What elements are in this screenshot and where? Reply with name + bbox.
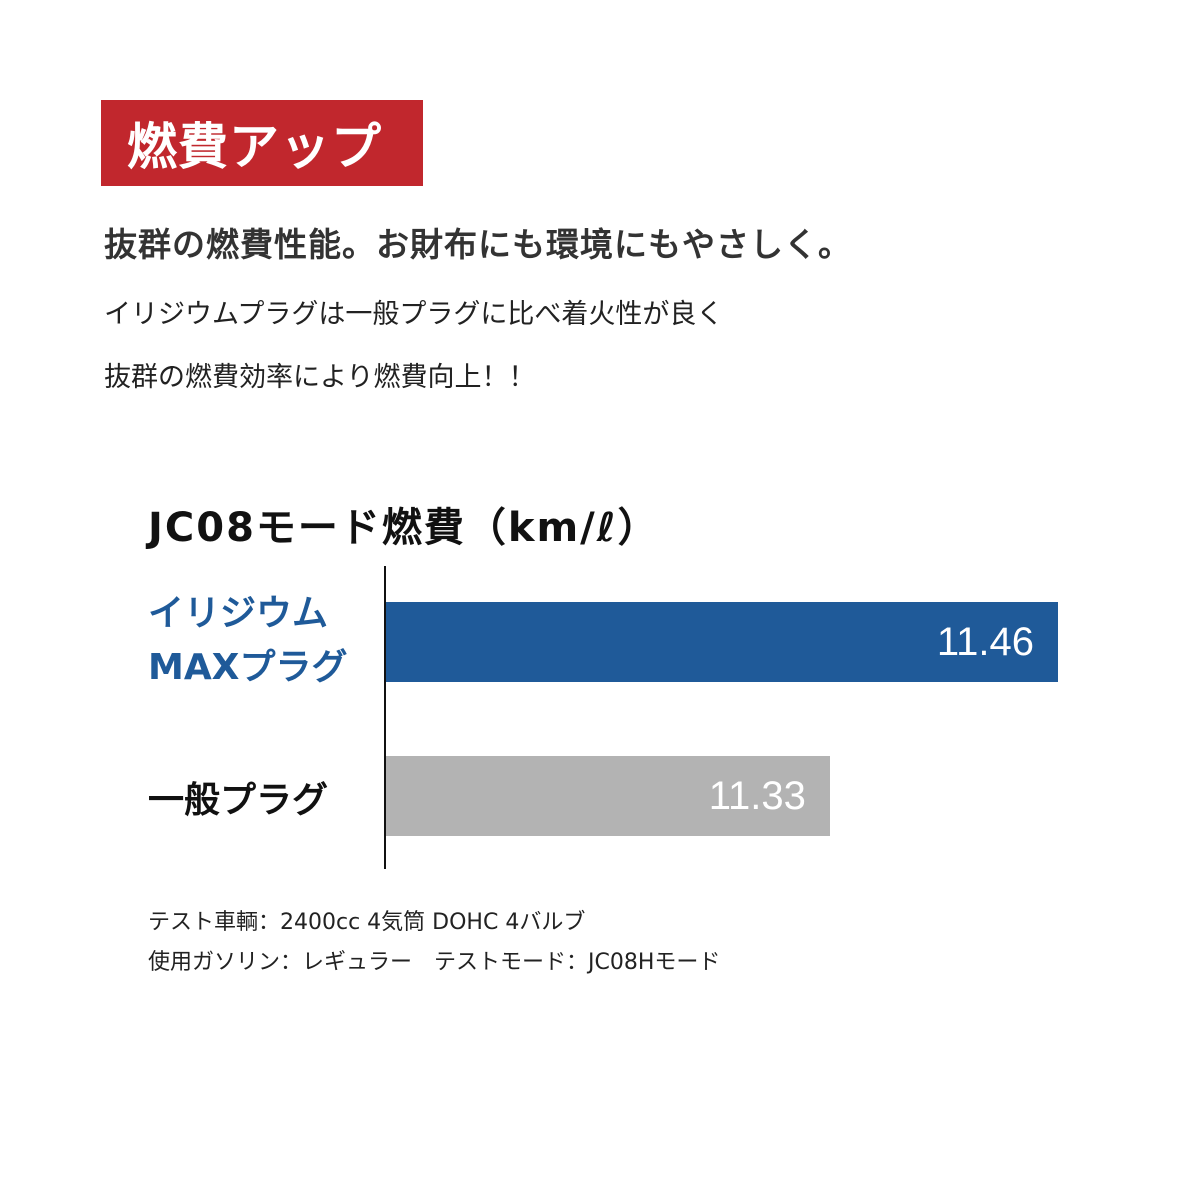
section-badge: 燃費アップ [101,100,423,186]
bar-iridium: 11.46 [386,602,1058,682]
chart-axis [384,566,386,869]
chart-title: JC08モード燃費（km/ℓ） [148,505,660,551]
bar-standard: 11.33 [386,756,830,836]
category-label-line: MAXプラグ [148,647,348,688]
test-note: テスト車輌：2400cc 4気筒 DOHC 4バルブ [148,910,586,935]
category-label-line: イリジウム [148,593,329,634]
description-line: 抜群の燃費効率により燃費向上！！ [104,362,536,393]
bar-value-label: 11.46 [936,619,1034,664]
description-line: イリジウムプラグは一般プラグに比べ着火性が良く [104,299,724,330]
headline: 抜群の燃費性能。お財布にも環境にもやさしく。 [104,225,852,264]
test-note: 使用ガソリン：レギュラー テストモード：JC08Hモード [148,950,721,975]
category-label-iridium: イリジウム MAXプラグ [148,587,347,695]
bar-value-label: 11.33 [708,773,806,818]
category-label-standard: 一般プラグ [148,774,328,828]
category-label-line: 一般プラグ [148,780,329,821]
